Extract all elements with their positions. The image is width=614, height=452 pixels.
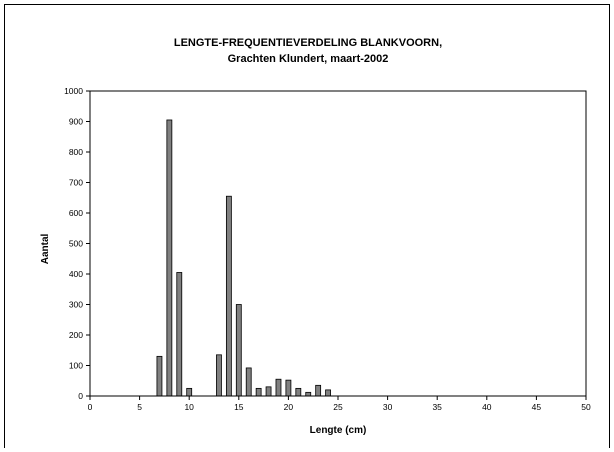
y-tick-label: 900 (69, 117, 83, 127)
chart-frame: LENGTE-FREQUENTIEVERDELING BLANKVOORN, G… (4, 4, 610, 448)
x-tick-label: 25 (333, 402, 343, 412)
bar (216, 354, 222, 397)
bar (166, 119, 173, 397)
x-tick-label: 15 (234, 402, 244, 412)
bar (176, 272, 183, 397)
bar (255, 387, 262, 397)
bar (295, 387, 302, 397)
y-axis-ticks: 0 100 200 300 400 500 600 700 800 900 1000 (64, 86, 90, 401)
chart-title: LENGTE-FREQUENTIEVERDELING BLANKVOORN, (174, 37, 442, 49)
y-tick-label: 500 (69, 239, 83, 249)
x-tick-label: 20 (284, 402, 294, 412)
chart-subtitle: Grachten Klundert, maart-2002 (228, 53, 389, 65)
x-tick-label: 5 (137, 402, 142, 412)
x-axis-label: Lengte (cm) (310, 425, 367, 436)
bar (275, 378, 282, 397)
bar (315, 384, 322, 397)
y-tick-label: 300 (69, 300, 83, 310)
x-tick-label: 45 (532, 402, 542, 412)
x-tick-label: 30 (383, 402, 393, 412)
bar (245, 367, 252, 397)
bar (235, 304, 242, 397)
bar (156, 355, 163, 397)
x-tick-label: 0 (88, 402, 93, 412)
bar (265, 386, 272, 397)
bars (156, 119, 331, 397)
y-tick-label: 400 (69, 269, 83, 279)
plot-area (89, 90, 587, 397)
bar (305, 391, 312, 397)
y-tick-label: 200 (69, 330, 83, 340)
y-tick-label: 700 (69, 178, 83, 188)
bar (325, 389, 331, 397)
y-tick-label: 1000 (64, 86, 83, 96)
bar (186, 387, 193, 397)
y-tick-label: 800 (69, 147, 83, 157)
bar (225, 195, 232, 397)
y-axis-label: Aantal (40, 233, 51, 264)
x-tick-label: 50 (581, 402, 591, 412)
bar (285, 379, 292, 397)
x-tick-label: 40 (482, 402, 492, 412)
x-tick-label: 35 (432, 402, 442, 412)
histogram-chart: LENGTE-FREQUENTIEVERDELING BLANKVOORN, G… (40, 37, 591, 436)
y-tick-label: 600 (69, 208, 83, 218)
y-tick-label: 100 (69, 361, 83, 371)
x-axis-ticks: 0 5 10 15 20 25 30 35 40 45 50 (88, 396, 591, 412)
y-tick-label: 0 (78, 391, 83, 401)
x-tick-label: 10 (184, 402, 194, 412)
